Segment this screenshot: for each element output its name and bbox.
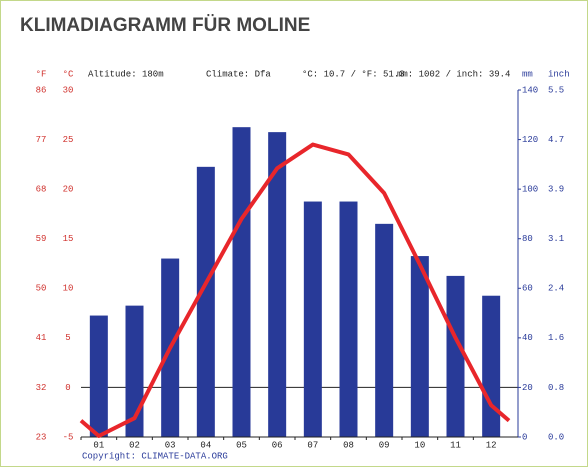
x-tick-label: 06 <box>272 440 283 450</box>
precip-bar <box>196 166 215 438</box>
inch-tick-label: 0.0 <box>548 432 564 442</box>
inch-tick-label: 1.6 <box>548 333 564 343</box>
c-tick-label: 30 <box>63 85 74 95</box>
x-tick-label: 12 <box>486 440 497 450</box>
c-tick-label: 10 <box>63 284 74 294</box>
total-precip: mm: 1002 / inch: 39.4 <box>397 69 510 79</box>
x-tick-label: 07 <box>307 440 318 450</box>
precip-bar <box>89 315 108 437</box>
avg-temp: °C: 10.7 / °F: 51.3 <box>302 69 405 79</box>
f-tick-label: 41 <box>36 333 47 343</box>
precip-bar <box>339 201 358 437</box>
f-tick-label: 23 <box>36 432 47 442</box>
c-tick-label: 25 <box>63 135 74 145</box>
f-tick-label: 50 <box>36 284 47 294</box>
precip-bar <box>375 223 394 437</box>
mm-unit: mm <box>522 69 533 79</box>
inch-tick-label: 5.5 <box>548 85 564 95</box>
inch-unit: inch <box>548 69 570 79</box>
f-tick-label: 77 <box>36 135 47 145</box>
chart-title: KLIMADIAGRAMM FÜR MOLINE <box>20 15 310 36</box>
c-tick-label: 15 <box>63 234 74 244</box>
x-tick-label: 03 <box>165 440 176 450</box>
mm-tick-label: 0 <box>522 432 527 442</box>
precip-bar <box>268 132 287 437</box>
mm-tick-label: 140 <box>522 85 538 95</box>
mm-tick-label: 40 <box>522 333 533 343</box>
x-tick-label: 08 <box>343 440 354 450</box>
mm-tick-label: 120 <box>522 135 538 145</box>
c-tick-label: 5 <box>65 333 70 343</box>
c-tick-label: -5 <box>63 432 74 442</box>
x-tick-label: 09 <box>379 440 390 450</box>
x-tick-label: 11 <box>450 440 461 450</box>
inch-tick-label: 0.8 <box>548 383 564 393</box>
inch-tick-label: 2.4 <box>548 284 564 294</box>
mm-tick-label: 60 <box>522 284 533 294</box>
mm-tick-label: 20 <box>522 383 533 393</box>
x-tick-label: 10 <box>414 440 425 450</box>
x-tick-label: 02 <box>129 440 140 450</box>
precip-bar <box>125 305 144 437</box>
c-unit: °C <box>63 69 74 79</box>
f-tick-label: 32 <box>36 383 47 393</box>
mm-tick-label: 80 <box>522 234 533 244</box>
f-tick-label: 59 <box>36 234 47 244</box>
x-tick-label: 01 <box>93 440 104 450</box>
mm-tick-label: 100 <box>522 185 538 195</box>
altitude: Altitude: 180m <box>88 69 164 79</box>
inch-tick-label: 3.1 <box>548 234 564 244</box>
c-tick-label: 0 <box>65 383 70 393</box>
precip-bar <box>410 256 429 437</box>
precip-bar <box>482 295 501 437</box>
copyright: Copyright: CLIMATE-DATA.ORG <box>82 451 228 461</box>
precip-bar <box>303 201 322 437</box>
f-tick-label: 86 <box>36 85 47 95</box>
precip-bar <box>232 127 251 437</box>
f-tick-label: 68 <box>36 185 47 195</box>
f-unit: °F <box>36 69 47 79</box>
precip-bar <box>446 275 465 437</box>
temp-line <box>79 142 511 439</box>
climate: Climate: Dfa <box>206 69 271 79</box>
x-tick-label: 04 <box>200 440 211 450</box>
c-tick-label: 20 <box>63 185 74 195</box>
inch-tick-label: 4.7 <box>548 135 564 145</box>
inch-tick-label: 3.9 <box>548 185 564 195</box>
x-tick-label: 05 <box>236 440 247 450</box>
